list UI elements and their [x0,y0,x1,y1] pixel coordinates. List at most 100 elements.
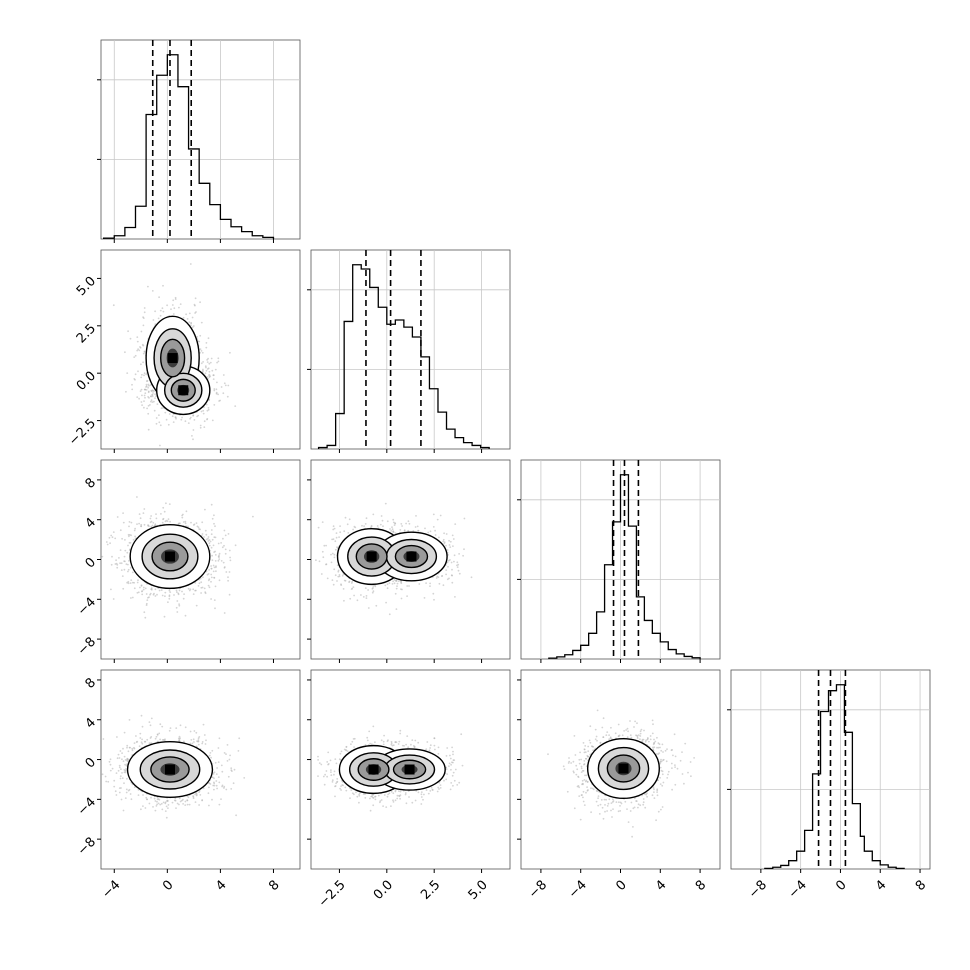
sample-point [125,788,128,791]
sample-point [386,587,389,590]
sample-point [333,556,336,559]
sample-point [124,539,126,541]
sample-point [126,372,129,374]
sample-point [199,794,202,796]
sample-point [446,549,449,551]
sample-point [203,587,206,590]
sample-point [140,363,142,366]
sample-point [121,575,124,577]
sample-point [364,587,367,589]
sample-point [172,313,175,315]
sample-point [152,319,155,321]
sample-point [178,306,180,309]
sample-point [126,744,129,747]
sample-point [150,399,153,401]
density-contours [129,523,211,590]
sample-point [230,788,233,790]
sample-point [143,307,146,309]
sample-point [110,588,112,591]
sample-point [215,784,218,787]
sample-point [181,416,184,419]
sample-point [457,569,460,572]
sample-point [204,592,207,595]
sample-point [187,796,190,799]
sample-point [149,737,152,739]
sample-point [208,376,211,379]
sample-point [125,791,128,794]
sample-point [121,752,123,754]
sample-point [213,388,216,390]
sample-point [333,553,336,556]
pair-panel-1-2 [310,459,511,660]
sample-point [202,368,204,371]
sample-point [406,595,408,597]
sample-point [447,565,449,568]
sample-point [380,515,383,517]
sample-point [456,566,459,568]
sample-point [155,395,158,398]
sample-point [197,585,200,587]
sample-point [432,592,435,595]
sample-point [224,534,227,537]
sample-point [123,731,126,734]
density-peak [406,551,417,562]
sample-point [149,593,151,596]
sample-point [362,596,365,598]
sample-point [161,594,164,597]
sample-point [139,517,142,520]
sample-point [436,518,439,521]
sample-point [191,316,194,319]
sample-point [393,582,396,585]
sample-point [335,532,338,534]
sample-point [150,587,153,589]
sample-point [150,520,153,523]
sample-point [214,560,217,562]
sample-point [200,410,203,413]
sample-point [397,580,400,583]
sample-point [470,576,473,579]
sample-point [450,561,453,564]
sample-point [174,298,177,300]
sample-point [114,537,117,540]
sample-point [111,536,114,539]
sample-point [122,521,125,524]
sample-point [353,594,355,597]
sample-point [374,585,377,588]
sample-point [207,337,210,340]
sample-point [217,761,220,763]
sample-point [325,544,327,547]
sample-point [134,373,137,376]
sample-point [228,593,231,596]
sample-point [206,573,209,576]
sample-point [171,801,174,804]
sample-point [207,584,210,587]
sample-point [218,400,221,402]
sample-point [152,390,155,392]
sample-point [168,594,171,597]
sample-point [145,373,148,376]
sample-point [332,583,335,586]
sample-point [171,304,174,306]
sample-point [198,804,201,806]
sample-point [331,579,334,581]
sample-point [118,557,120,559]
sample-point [146,407,149,410]
sample-point [188,312,191,315]
sample-point [451,581,454,584]
sample-point [210,580,212,583]
sample-point [214,368,217,371]
sample-point [150,588,153,591]
sample-point [203,420,206,423]
sample-point [143,372,146,375]
sample-point [213,522,215,525]
sample-point [352,528,354,531]
sample-point [212,570,215,573]
sample-point [161,307,164,310]
sample-point [381,519,384,522]
sample-point [203,426,206,428]
sample-point [142,361,145,364]
sample-point [206,359,209,361]
sample-point [195,731,198,734]
sample-point [217,393,220,396]
pair-panel-0-1 [100,249,301,450]
